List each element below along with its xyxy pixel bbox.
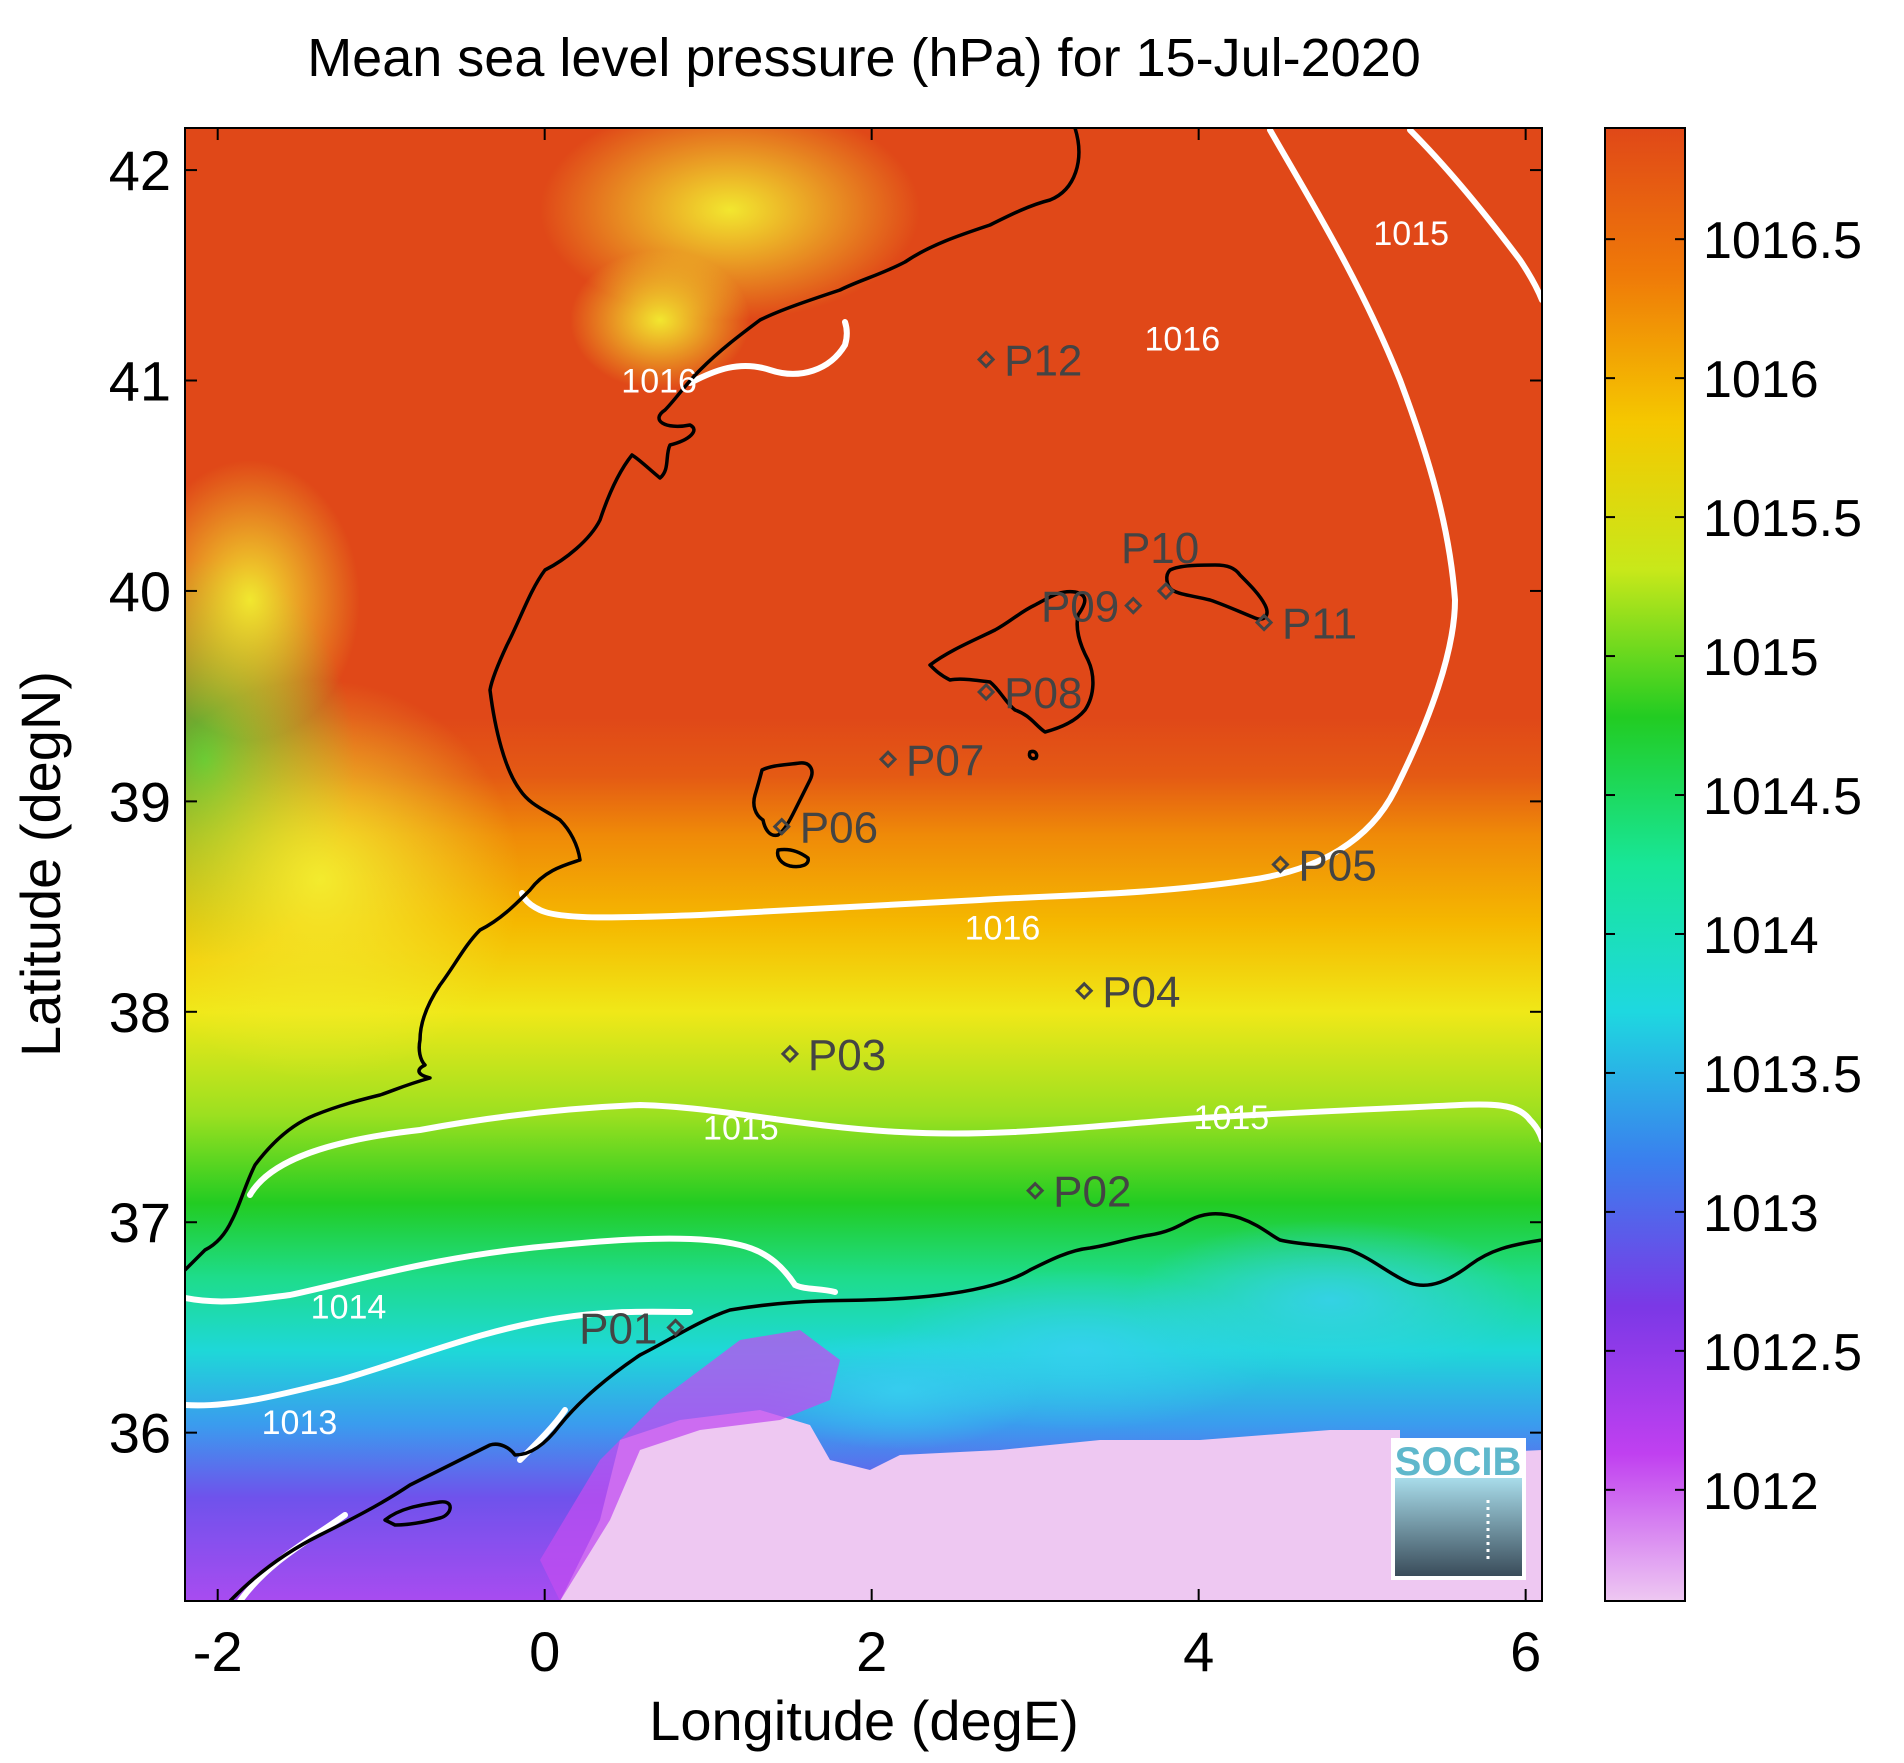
colorbar-tick-label: 1014.5 [1703, 768, 1862, 826]
land-west-yellow [185, 680, 520, 1080]
y-tick-label: 40 [109, 560, 171, 623]
point-label: P02 [1053, 1168, 1131, 1217]
point-label: P06 [800, 804, 878, 853]
africa-cyan-2 [1130, 1220, 1530, 1380]
contour-1016-east [519, 128, 1459, 921]
contour-labels: 1016 1016 1016 1015 1015 1015 1014 1013 [262, 215, 1449, 1442]
land-high-yellow-2 [570, 250, 750, 390]
point-label: P01 [579, 1304, 657, 1353]
point-label: P05 [1298, 842, 1376, 891]
contour-label: 1014 [311, 1288, 387, 1326]
colorbar-tick-label: 1015 [1703, 629, 1819, 687]
plot-frame [184, 127, 1543, 1602]
point-marker [1026, 1181, 1045, 1200]
coastline-alboran-island [383, 1500, 452, 1527]
point-marker [1254, 613, 1274, 632]
contour-1015-mid [247, 1101, 1542, 1198]
contour-1014 [185, 1235, 838, 1305]
point-label: P09 [1041, 583, 1119, 632]
point-label: P12 [1004, 336, 1082, 385]
x-tick-label: -2 [193, 1620, 243, 1683]
contour-label: 1016 [621, 363, 697, 401]
y-tick-label: 37 [109, 1191, 171, 1254]
x-tick-label: 4 [1183, 1620, 1214, 1683]
contour-label: 1015 [1373, 215, 1449, 253]
point-label: P11 [1282, 600, 1357, 649]
coastline-mallorca [928, 589, 1095, 734]
x-axis: -2 0 2 4 6 [193, 128, 1541, 1683]
y-tick-label: 41 [109, 350, 171, 413]
coastline-cabrera [1027, 749, 1039, 761]
point-marker [1156, 581, 1176, 601]
point-marker [1124, 596, 1143, 615]
logo-text: SOCIB [1395, 1440, 1522, 1484]
colorbar-tick-label: 1013.5 [1703, 1046, 1862, 1104]
x-tick-label: 2 [856, 1620, 887, 1683]
point-marker [1075, 981, 1094, 1000]
contour-label: 1015 [1194, 1099, 1270, 1137]
y-tick-label: 39 [109, 770, 171, 833]
colorbar-gradient [1604, 127, 1686, 1602]
x-tick-label: 6 [1510, 1620, 1541, 1683]
point-marker [1271, 855, 1290, 874]
coastlines [185, 128, 1542, 1601]
land-west-yellow-2 [185, 460, 360, 740]
colorbar-tick-label: 1016.5 [1703, 212, 1862, 270]
contour-1015-north-east [1407, 128, 1542, 303]
point-marker [976, 350, 996, 369]
point-marker [666, 1318, 685, 1337]
point-marker [780, 1044, 800, 1064]
point-label: P10 [1121, 524, 1199, 573]
coastline-formentera [775, 847, 810, 869]
point-marker [772, 817, 791, 836]
point-label: P04 [1102, 968, 1180, 1017]
coastline-north-africa [228, 1212, 1542, 1601]
contour-label: 1016 [1144, 320, 1220, 358]
contour-1016-north-coast [687, 319, 850, 386]
point-marker [878, 750, 898, 769]
contour-label: 1013 [262, 1404, 338, 1442]
contour-label: 1016 [965, 910, 1041, 948]
y-tick-label: 38 [109, 981, 171, 1044]
y-axis: 36 37 38 39 40 41 42 [109, 139, 1542, 1465]
contour-1013 [185, 1308, 693, 1409]
y-tick-label: 36 [109, 1402, 171, 1465]
coastline-iberia-east [185, 128, 1081, 1272]
colorbar-tick-label: 1016 [1703, 351, 1819, 409]
colorbar: 1012 1012.5 1013 1013.5 1014 1014.5 1015 1015.5… [1604, 127, 1862, 1602]
y-axis-label: Latitude (degN) [9, 671, 72, 1057]
colorbar-tick-label: 1012 [1703, 1463, 1819, 1521]
socib-logo: SOCIB [1391, 1438, 1526, 1580]
x-axis-label: Longitude (degE) [649, 1689, 1079, 1752]
colorbar-ticks: 1012 1012.5 1013 1013.5 1014 1014.5 1015 1015.5… [1605, 212, 1862, 1521]
point-label: P07 [906, 736, 984, 785]
point-marker [976, 682, 996, 702]
y-tick-label: 42 [109, 139, 171, 202]
africa-low-pressure [560, 1410, 1542, 1601]
chart-title: Mean sea level pressure (hPa) for 15-Jul… [307, 28, 1421, 88]
colorbar-tick-label: 1012.5 [1703, 1324, 1862, 1382]
logo-gradient [1395, 1478, 1522, 1576]
point-label: P03 [808, 1031, 886, 1080]
colorbar-tick-label: 1013 [1703, 1185, 1819, 1243]
point-label: P08 [1004, 669, 1082, 718]
contour-label: 1015 [703, 1110, 779, 1148]
africa-purple-edge [540, 1330, 840, 1601]
colorbar-tick-label: 1015.5 [1703, 490, 1862, 548]
x-tick-label: 0 [529, 1620, 560, 1683]
colorbar-tick-label: 1014 [1703, 907, 1819, 965]
contour-lines [185, 128, 1542, 1601]
